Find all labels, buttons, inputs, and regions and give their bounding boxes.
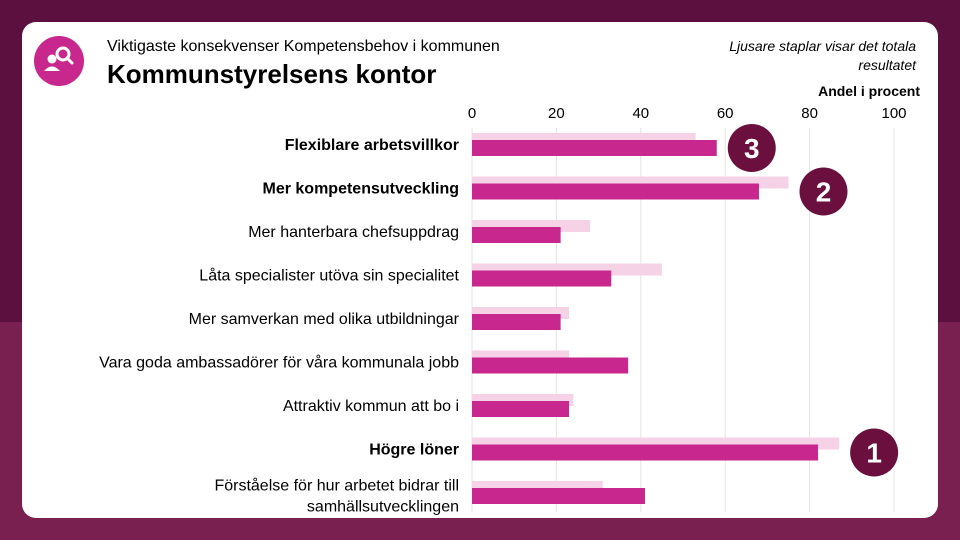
bar-kommunstyrelsens-kontor	[472, 357, 629, 374]
x-tick-label: 40	[632, 105, 649, 122]
x-axis-label: Andel i procent	[818, 83, 920, 99]
x-tick-label: 0	[468, 105, 476, 122]
bar-kommunstyrelsens-kontor	[472, 227, 561, 243]
category-label: Vara goda ambassadörer för våra kommunal…	[99, 354, 459, 372]
category-label: Låta specialister utöva sin specialitet	[199, 267, 459, 285]
bar-kommunstyrelsens-kontor	[472, 270, 612, 287]
chart-title: Kommunstyrelsens kontor	[107, 59, 437, 89]
rank-badge	[850, 428, 899, 477]
bar-kommunstyrelsens-kontor	[472, 488, 646, 504]
category-label: samhällsutvecklingen	[307, 499, 459, 516]
bar-kommunstyrelsens-kontor	[472, 314, 561, 330]
rank-badge	[727, 124, 776, 172]
x-tick-label: 20	[548, 105, 565, 122]
bar-kommunstyrelsens-kontor	[472, 401, 570, 417]
people-search-icon	[34, 36, 84, 86]
bar-kommunstyrelsens-kontor	[472, 444, 819, 461]
category-label: Mer hanterbara chefsuppdrag	[248, 224, 459, 241]
category-label: Flexiblare arbetsvillkor	[285, 137, 459, 154]
bar-kommunstyrelsens-kontor	[472, 140, 717, 156]
category-label: Mer kompetensutveckling	[263, 181, 460, 198]
bar-kommunstyrelsens-kontor	[472, 183, 759, 200]
background-band-top	[0, 0, 960, 22]
rank-badge-label: 2	[816, 177, 832, 208]
x-tick-label: 100	[881, 105, 906, 122]
x-tick-label: 60	[717, 105, 734, 122]
category-label: Mer samverkan med olika utbildningar	[189, 311, 460, 328]
chart-subtitle: Viktigaste konsekvenser Kompetensbehov i…	[107, 38, 500, 55]
x-tick-label: 80	[801, 105, 818, 122]
rank-badge-label: 1	[866, 438, 882, 469]
category-label: Förståelse för hur arbetet bidrar till	[214, 477, 459, 495]
rank-badge	[799, 167, 848, 216]
legend-note: Ljusare staplar visar det totala resulta…	[729, 38, 916, 73]
rank-badge-label: 3	[744, 133, 760, 164]
category-label: Högre löner	[369, 442, 459, 459]
category-label: Attraktiv kommun att bo i	[283, 398, 459, 415]
